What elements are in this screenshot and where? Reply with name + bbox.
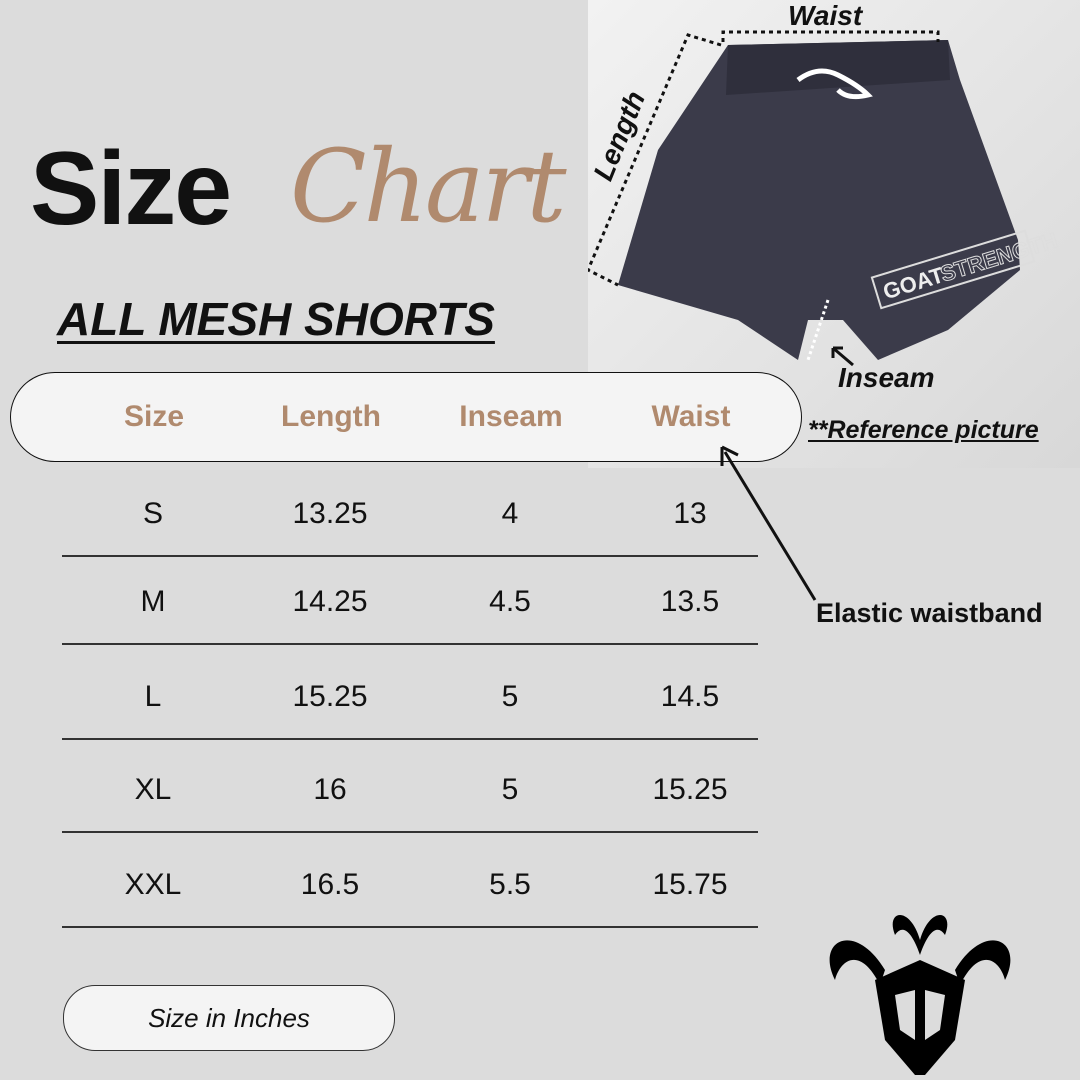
- cell-waist: 14.5: [660, 680, 720, 713]
- waist-label: Waist: [788, 0, 863, 31]
- row-divider: [62, 926, 758, 928]
- units-note: Size in Inches: [63, 985, 395, 1051]
- shorts-illustration: GOAT STRENGTH: [586, 30, 1061, 367]
- cell-inseam: 4: [501, 497, 519, 530]
- header-inseam: Inseam: [459, 400, 563, 433]
- cell-size: S: [142, 497, 163, 530]
- row-divider: [62, 643, 758, 645]
- cell-length: 16: [313, 773, 347, 806]
- reference-picture-note: **Reference picture: [808, 416, 1039, 444]
- table-header: Size Length Inseam Waist: [10, 372, 802, 462]
- cell-size: XXL: [124, 868, 182, 901]
- subtitle: ALL MESH SHORTS: [57, 293, 495, 345]
- cell-size: M: [140, 585, 166, 618]
- goat-head-logo: [829, 915, 1011, 1075]
- cell-waist: 15.75: [652, 868, 728, 901]
- header-size: Size: [123, 400, 185, 433]
- cell-size: L: [144, 680, 162, 713]
- row-divider: [62, 831, 758, 833]
- cell-waist: 13.5: [660, 585, 720, 618]
- cell-inseam: 5.5: [489, 868, 531, 901]
- header-length: Length: [281, 400, 381, 433]
- cell-inseam: 5: [501, 773, 519, 806]
- cell-length: 15.25: [292, 680, 368, 713]
- cell-length: 13.25: [292, 497, 368, 530]
- cell-length: 14.25: [292, 585, 368, 618]
- cell-inseam: 5: [501, 680, 519, 713]
- inseam-label: Inseam: [838, 362, 935, 393]
- elastic-waistband-callout: Elastic waistband: [816, 598, 1043, 628]
- cell-size: XL: [134, 773, 172, 806]
- row-divider: [62, 738, 758, 740]
- row-divider: [62, 555, 758, 557]
- cell-waist: 15.25: [652, 773, 728, 806]
- cell-inseam: 4.5: [489, 585, 531, 618]
- cell-waist: 13: [673, 497, 707, 530]
- title-size: Size: [30, 131, 232, 247]
- title-chart: Chart: [290, 128, 567, 245]
- reference-photo: GOAT STRENGTH Waist Length Inseam: [586, 0, 1080, 468]
- cell-length: 16.5: [300, 868, 360, 901]
- header-waist: Waist: [651, 400, 731, 433]
